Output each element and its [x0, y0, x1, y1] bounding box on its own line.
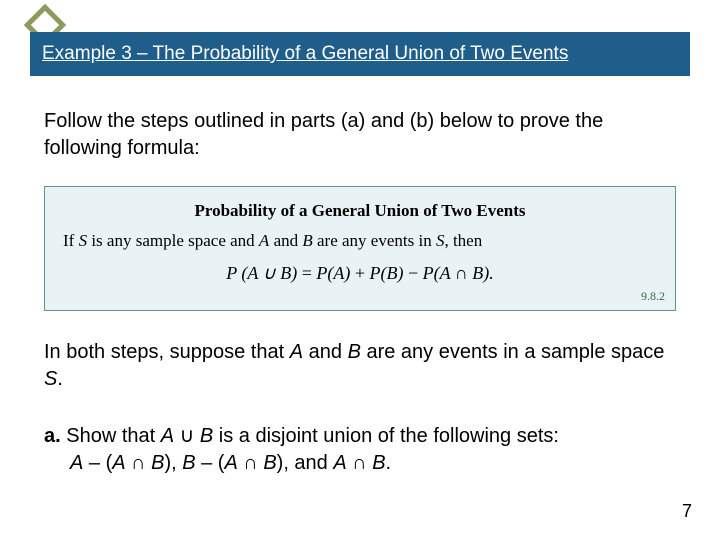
var-B: B	[372, 452, 385, 474]
slide-title: Example 3 – The Probability of a General…	[42, 43, 568, 65]
txt: ), and	[277, 452, 334, 474]
formula-equation: P (A ∪ B) = P(A) + P(B) − P(A ∩ B).	[63, 263, 657, 284]
var-B: B	[348, 341, 361, 363]
intersect-icon: ∩	[238, 452, 264, 474]
txt: is any sample space and	[87, 231, 259, 250]
eq-pb: P(B)	[370, 263, 404, 283]
var-A: A	[333, 452, 346, 474]
equation-number: 9.8.2	[641, 289, 665, 304]
txt: .	[57, 368, 63, 390]
txt: – (	[83, 452, 112, 474]
txt: are any events in	[313, 231, 436, 250]
var-B: B	[263, 452, 276, 474]
title-bar: Example 3 – The Probability of a General…	[30, 32, 690, 76]
eq-pab: P(A ∩ B).	[423, 263, 494, 283]
intro-text: Follow the steps outlined in parts (a) a…	[44, 108, 676, 162]
var-A: A	[70, 452, 83, 474]
txt: .	[386, 452, 392, 474]
formula-box: Probability of a General Union of Two Ev…	[44, 186, 676, 311]
question-a: a. Show that A ∪ B is a disjoint union o…	[44, 423, 676, 477]
intersect-icon: ∩	[126, 452, 152, 474]
txt: and	[269, 231, 302, 250]
eq: +	[350, 263, 369, 283]
var-A: A	[290, 341, 303, 363]
item-label: a.	[44, 425, 61, 447]
union-icon: ∪	[174, 425, 200, 447]
slide-body: Follow the steps outlined in parts (a) a…	[44, 108, 676, 477]
paragraph-2: In both steps, suppose that A and B are …	[44, 339, 676, 393]
question-a-line2: A – (A ∩ B), B – (A ∩ B), and A ∩ B.	[70, 450, 676, 477]
txt: are any events in a sample space	[361, 341, 665, 363]
var-S: S	[44, 368, 57, 390]
txt: Show that	[61, 425, 161, 447]
txt: , then	[444, 231, 482, 250]
var-A: A	[259, 231, 269, 250]
page-number: 7	[682, 501, 692, 522]
formula-heading: Probability of a General Union of Two Ev…	[63, 201, 657, 221]
var-B: B	[151, 452, 164, 474]
eq-pa: P(A)	[316, 263, 350, 283]
var-A: A	[112, 452, 125, 474]
var-A: A	[224, 452, 237, 474]
eq-lhs: P (A ∪ B)	[226, 263, 297, 283]
txt: and	[303, 341, 347, 363]
txt: ),	[164, 452, 182, 474]
txt: – (	[196, 452, 225, 474]
txt: If	[63, 231, 79, 250]
var-B: B	[182, 452, 195, 474]
var-B: B	[200, 425, 213, 447]
intersect-icon: ∩	[347, 452, 373, 474]
txt: In both steps, suppose that	[44, 341, 290, 363]
formula-premise: If S is any sample space and A and B are…	[63, 231, 657, 251]
var-A: A	[161, 425, 174, 447]
var-B: B	[302, 231, 312, 250]
var-S: S	[79, 231, 88, 250]
eq: −	[403, 263, 422, 283]
txt: is a disjoint union of the following set…	[213, 425, 559, 447]
eq: =	[297, 263, 316, 283]
